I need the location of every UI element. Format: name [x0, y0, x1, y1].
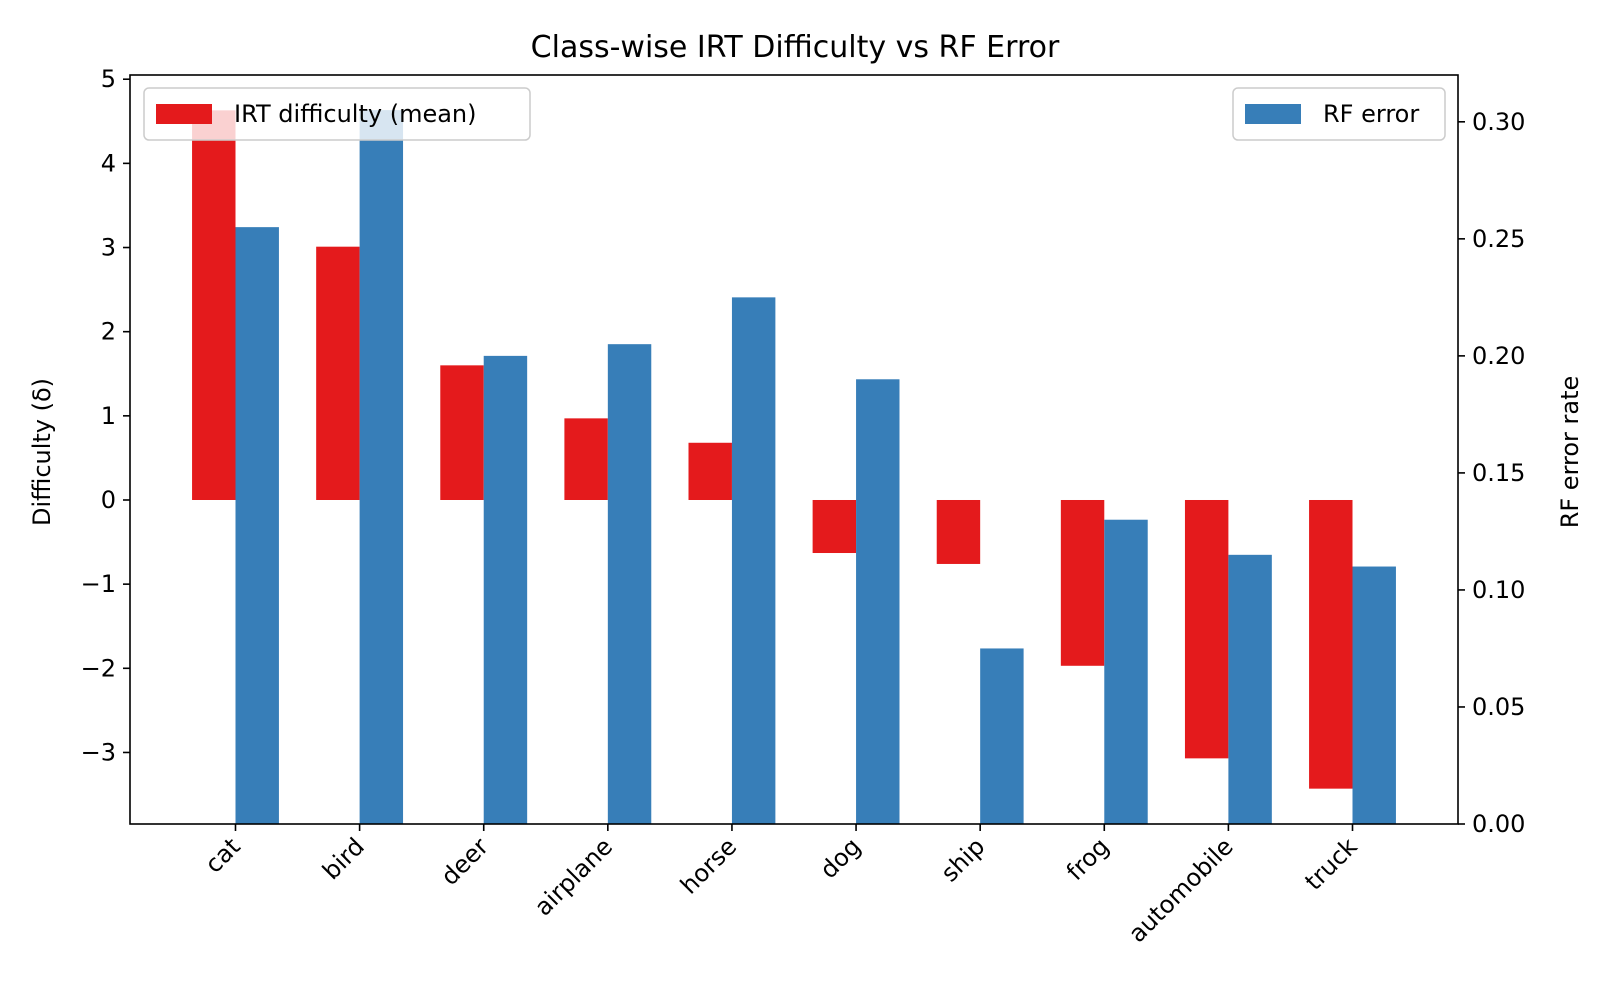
x-axis-tick-label: ship [936, 832, 991, 887]
rf-error-bar [235, 227, 279, 824]
left-axis-tick-label: 0 [101, 486, 116, 514]
rf-error-bar [1228, 554, 1272, 824]
irt-difficulty-bar [1060, 499, 1105, 666]
irt-difficulty-bar [316, 246, 360, 500]
left-axis-tick-label: 3 [101, 234, 116, 262]
left-axis-tick-label: 5 [101, 65, 116, 93]
rf-error-bar [607, 344, 652, 824]
legend-swatch [1245, 104, 1301, 124]
legend-swatch [156, 104, 212, 124]
legend-rf-error: RF error [1232, 87, 1446, 141]
left-axis-label: Difficulty (δ) [28, 378, 56, 526]
irt-difficulty-bar [564, 418, 608, 500]
left-axis-tick-label: −2 [81, 654, 116, 682]
irt-difficulty-bar [192, 110, 236, 500]
x-axis-tick-label: bird [317, 832, 370, 885]
rf-error-bar [731, 297, 776, 824]
legend-label: RF error [1323, 100, 1419, 128]
right-axis-label: RF error rate [1556, 376, 1584, 529]
x-axis-tick-label: airplane [529, 832, 618, 921]
legend-box [1232, 87, 1446, 141]
right-axis-tick-label: 0.30 [1472, 108, 1525, 136]
right-axis-tick-label: 0.05 [1472, 693, 1525, 721]
ticks-layer: 5 4 3 2 1 0 −1 −2 −3 0.30 0.25 0.20 0.15 0.10 0.05 0.00… [81, 65, 1526, 948]
rf-error-bar [856, 379, 900, 824]
rf-error-bar [980, 648, 1024, 824]
legend-layer: IRT difficulty (mean) RF error [143, 87, 1446, 141]
irt-difficulty-bar [936, 499, 981, 564]
right-axis-tick-label: 0.00 [1472, 810, 1525, 838]
chart-title: Class-wise IRT Difficulty vs RF Error [531, 30, 1060, 65]
x-axis-tick-label: horse [675, 832, 742, 899]
x-axis-tick-label: deer [436, 832, 495, 891]
left-axis-tick-label: −1 [81, 570, 116, 598]
irt-difficulty-bar [688, 442, 732, 500]
left-axis-tick-label: 1 [101, 402, 116, 430]
rf-error-bar [1104, 519, 1148, 824]
x-axis-tick-label: truck [1299, 832, 1362, 895]
right-axis-tick-label: 0.25 [1472, 225, 1525, 253]
irt-difficulty-bar [1184, 499, 1229, 759]
left-axis-tick-label: 2 [101, 318, 116, 346]
x-axis-tick-label: automobile [1123, 832, 1239, 948]
x-axis-tick-label: frog [1061, 832, 1115, 886]
right-axis-tick-label: 0.15 [1472, 459, 1525, 487]
left-axis-tick-label: −3 [81, 738, 116, 766]
legend-irt-difficulty: IRT difficulty (mean) [143, 87, 531, 141]
bars-layer [192, 110, 1396, 824]
rf-error-bar [1352, 566, 1396, 824]
rf-error-bar [483, 355, 528, 824]
irt-difficulty-bar [812, 499, 857, 554]
rf-error-bar [359, 110, 404, 824]
x-axis-tick-label: dog [815, 832, 867, 884]
legend-label: IRT difficulty (mean) [234, 100, 477, 128]
left-axis-tick-label: 4 [101, 149, 116, 177]
x-axis-tick-label: cat [200, 832, 246, 878]
plot-frame [129, 74, 1459, 825]
right-axis-tick-label: 0.20 [1472, 342, 1525, 370]
irt-difficulty-bar [440, 365, 484, 500]
right-axis-tick-label: 0.10 [1472, 576, 1525, 604]
irt-difficulty-bar [1309, 499, 1353, 789]
legend-box [143, 87, 531, 141]
